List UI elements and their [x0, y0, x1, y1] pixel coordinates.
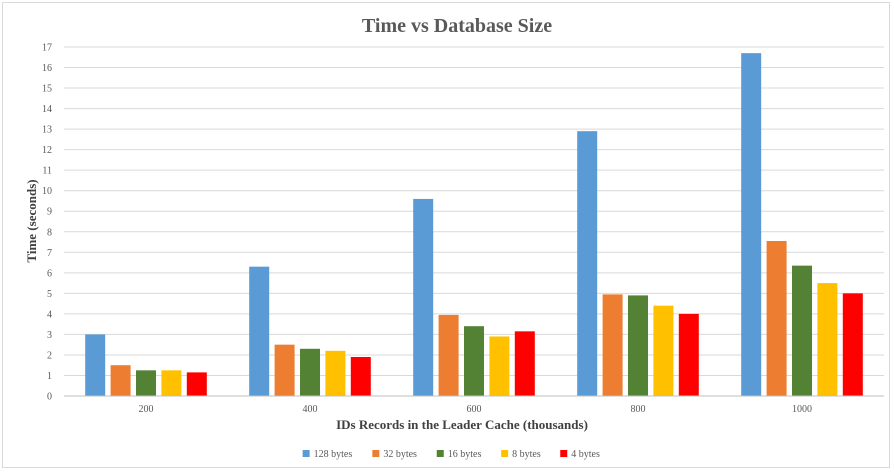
bar — [186, 372, 207, 396]
y-tick-label: 4 — [47, 309, 52, 320]
bar — [489, 336, 510, 396]
bar — [741, 53, 762, 397]
bar — [350, 356, 371, 396]
x-tick-label: 1000 — [792, 404, 812, 415]
bar — [325, 350, 346, 396]
legend: 128 bytes 32 bytes 16 bytes 8 bytes 4 bytes — [302, 449, 600, 460]
x-tick-label: 600 — [467, 404, 482, 415]
legend-swatch — [302, 450, 310, 457]
bar — [602, 294, 623, 396]
bar — [413, 198, 434, 396]
legend-label: 16 bytes — [448, 449, 482, 460]
y-tick-label: 8 — [47, 227, 52, 238]
y-tick-label: 6 — [47, 268, 52, 279]
y-axis-title: Time (seconds) — [24, 179, 39, 262]
y-tick-label: 0 — [47, 392, 52, 403]
y-tick-label: 7 — [47, 248, 52, 259]
bar — [464, 326, 484, 396]
bar — [653, 305, 674, 396]
legend-swatch — [372, 450, 380, 457]
bar — [514, 331, 535, 396]
y-tick-label: 11 — [42, 166, 52, 177]
legend-label: 4 bytes — [571, 449, 600, 460]
bars — [85, 53, 863, 397]
bar — [842, 293, 863, 396]
bar — [274, 344, 295, 396]
legend-swatch — [501, 450, 509, 457]
y-tick-label: 1 — [47, 371, 52, 382]
bar — [85, 334, 106, 396]
bar — [300, 348, 320, 396]
bar — [678, 313, 699, 396]
y-tick-label: 12 — [42, 145, 52, 156]
x-axis-ticks: 200 400 600 800 1000 — [139, 404, 813, 415]
bar — [438, 314, 459, 396]
bar — [161, 370, 182, 396]
y-tick-label: 10 — [42, 186, 52, 197]
legend-label: 128 bytes — [314, 449, 353, 460]
y-tick-label: 5 — [47, 289, 52, 300]
bar — [136, 370, 156, 396]
y-tick-label: 15 — [42, 84, 52, 95]
bar — [577, 131, 598, 396]
legend-label: 8 bytes — [512, 449, 541, 460]
y-tick-label: 13 — [42, 125, 52, 136]
legend-swatch — [436, 450, 444, 457]
x-axis-title: IDs Records in the Leader Cache (thousan… — [336, 417, 588, 432]
y-tick-label: 2 — [47, 350, 52, 361]
bar — [792, 265, 812, 396]
chart-title: Time vs Database Size — [362, 15, 552, 37]
x-tick-label: 800 — [631, 404, 646, 415]
x-tick-label: 400 — [303, 404, 318, 415]
bar — [628, 295, 648, 396]
y-tick-label: 9 — [47, 207, 52, 218]
bar — [110, 365, 131, 396]
bar — [766, 241, 787, 396]
legend-swatch — [560, 450, 568, 457]
y-tick-label: 14 — [42, 104, 52, 115]
legend-label: 32 bytes — [383, 449, 417, 460]
x-tick-label: 200 — [139, 404, 154, 415]
y-tick-label: 3 — [47, 330, 52, 341]
bar — [249, 266, 270, 396]
y-tick-label: 17 — [42, 43, 52, 54]
y-tick-label: 16 — [42, 63, 52, 74]
bar — [817, 283, 838, 396]
